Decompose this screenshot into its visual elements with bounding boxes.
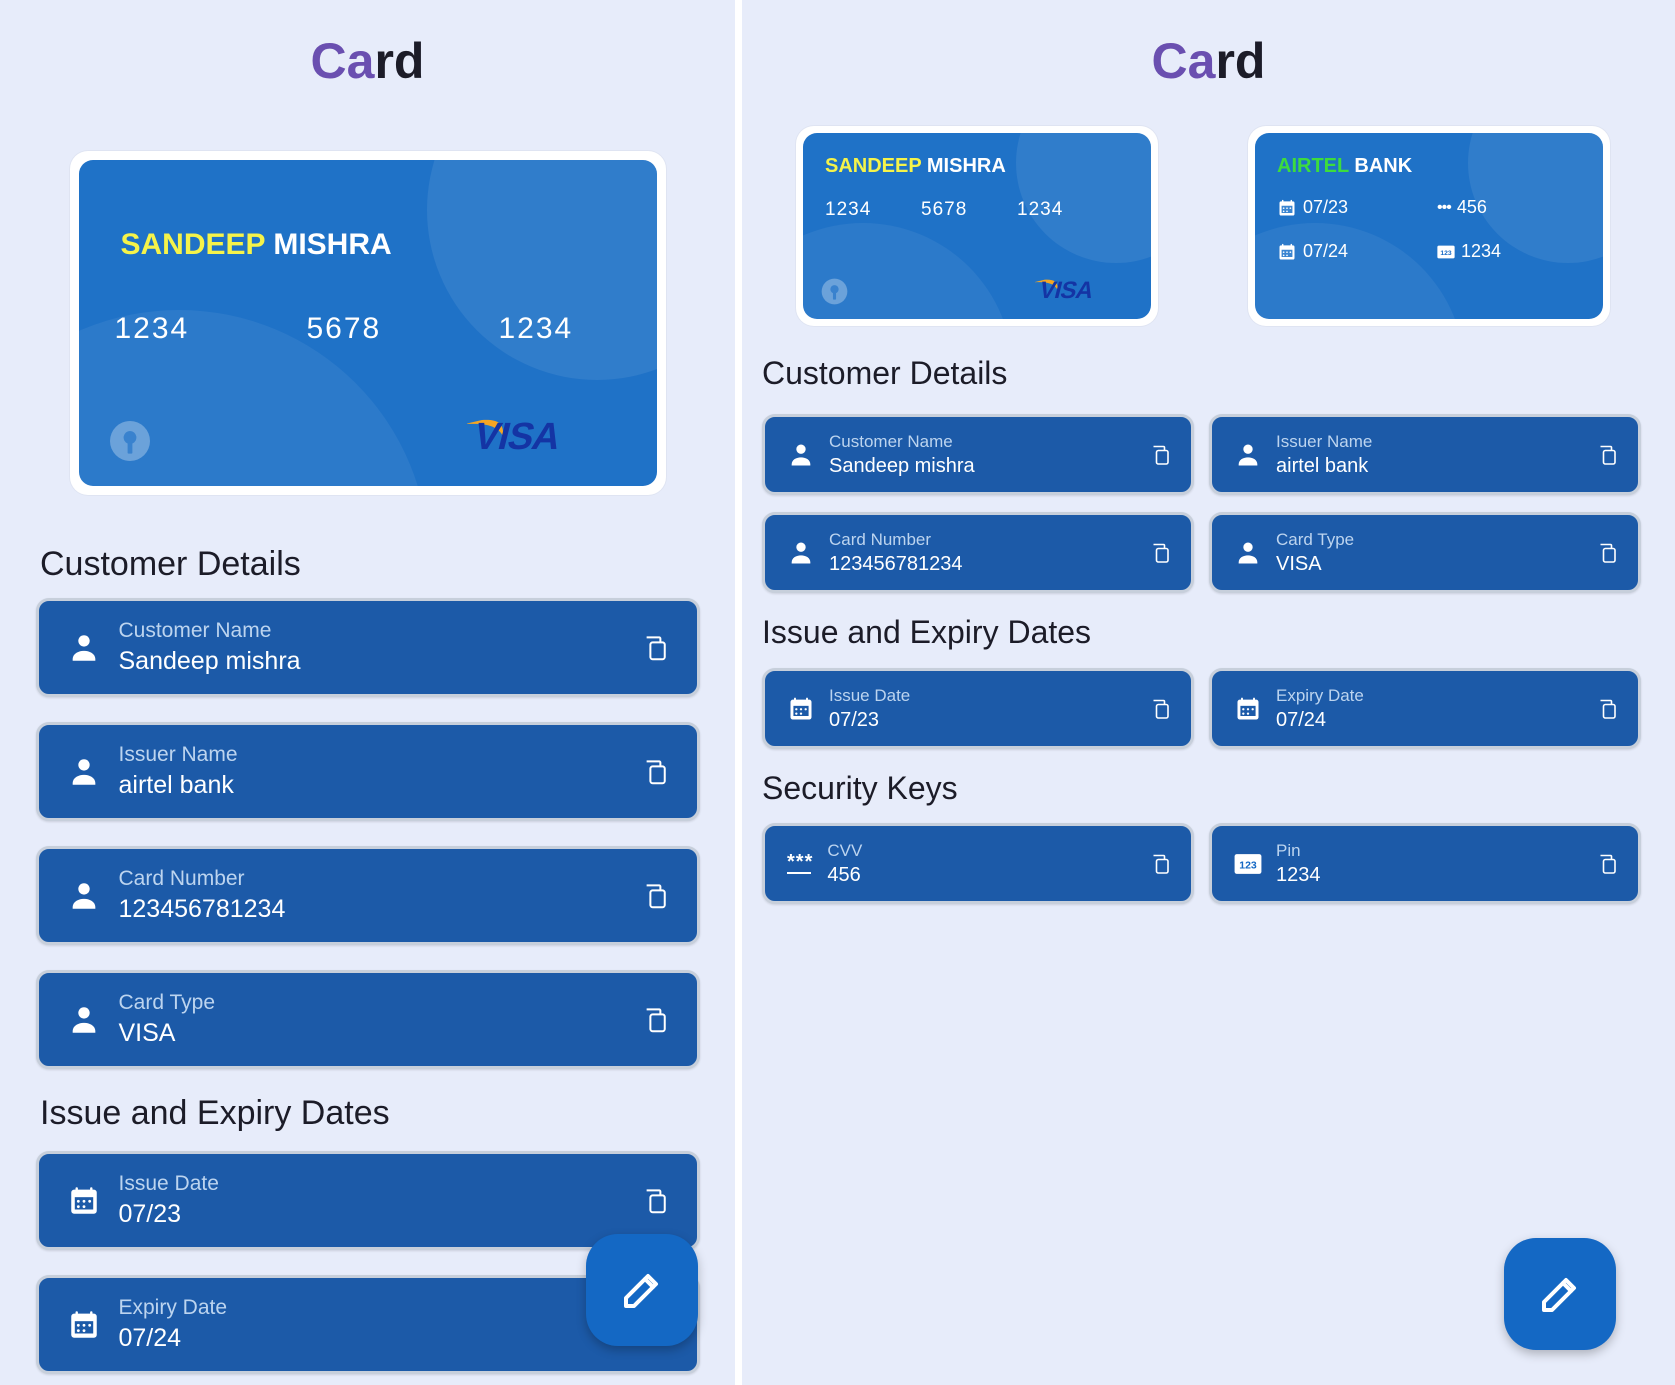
- svg-text:VISA: VISA: [469, 416, 564, 458]
- svg-text:123: 123: [1239, 859, 1257, 871]
- svg-text:VISA: VISA: [1037, 277, 1097, 304]
- svg-text:123: 123: [1440, 250, 1452, 257]
